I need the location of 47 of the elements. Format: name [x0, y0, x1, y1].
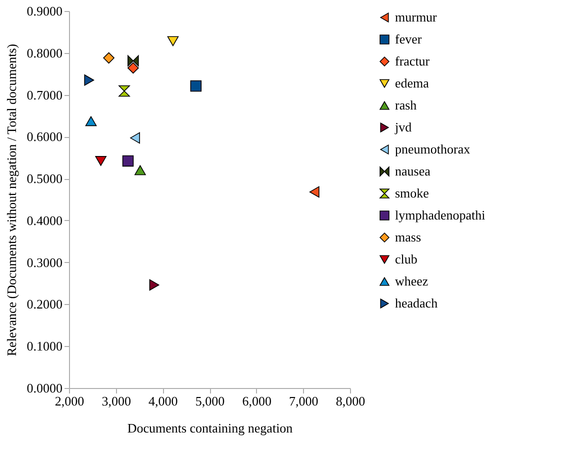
y-axis-title: Relevance (Documents without negation / Total documents)	[4, 44, 19, 356]
legend-label: lymphadenopathi	[395, 208, 486, 222]
legend-label: edema	[395, 76, 430, 90]
point	[309, 186, 320, 198]
legend-label: headach	[395, 296, 438, 310]
y-tick-label: 0.5000	[26, 171, 62, 186]
y-tick-label: 0.4000	[26, 212, 62, 228]
x-tick-label: 6,000	[242, 394, 272, 408]
x-tick-label: 3,000	[102, 394, 131, 408]
legend-label: nausea	[395, 164, 431, 178]
legend-label: jvd	[394, 120, 412, 134]
y-tick-label: 0.3000	[26, 254, 62, 270]
legend-label: fever	[395, 32, 422, 46]
x-tick-label: 4,000	[148, 394, 178, 408]
point	[122, 155, 134, 167]
point	[167, 36, 179, 46]
legend-label: smoke	[395, 186, 430, 200]
y-tick-label: 0.0000	[26, 380, 62, 396]
point	[190, 80, 202, 92]
point	[130, 132, 140, 144]
x-tick-label: 2,000	[54, 394, 84, 408]
y-tick-label: 0.1000	[26, 338, 62, 354]
point	[128, 62, 139, 74]
legend-label: club	[395, 252, 418, 266]
point	[95, 156, 106, 166]
point	[134, 165, 146, 176]
point	[128, 55, 139, 66]
y-tick-label: 0.9000	[26, 4, 62, 18]
legend-label: pneumothorax	[395, 142, 471, 156]
x-tick-label: 5,000	[195, 394, 225, 408]
y-tick-label: 0.8000	[26, 45, 62, 60]
y-tick-label: 0.7000	[26, 87, 62, 102]
point	[84, 74, 94, 86]
point	[103, 52, 114, 64]
legend-label: fractur	[395, 54, 430, 68]
legend-label: murmur	[395, 10, 438, 24]
x-tick-label: 7,000	[289, 394, 318, 408]
x-tick-label: 8,000	[336, 394, 366, 408]
legend-label: rash	[395, 98, 418, 112]
legend-label: mass	[395, 230, 421, 244]
legend-label: wheez	[395, 274, 428, 288]
x-axis-title: Documents containing negation	[127, 420, 294, 436]
point	[149, 279, 160, 291]
y-tick-label: 0.2000	[26, 296, 62, 312]
y-tick-label: 0.6000	[26, 129, 62, 144]
point	[85, 116, 97, 126]
point	[118, 85, 130, 97]
